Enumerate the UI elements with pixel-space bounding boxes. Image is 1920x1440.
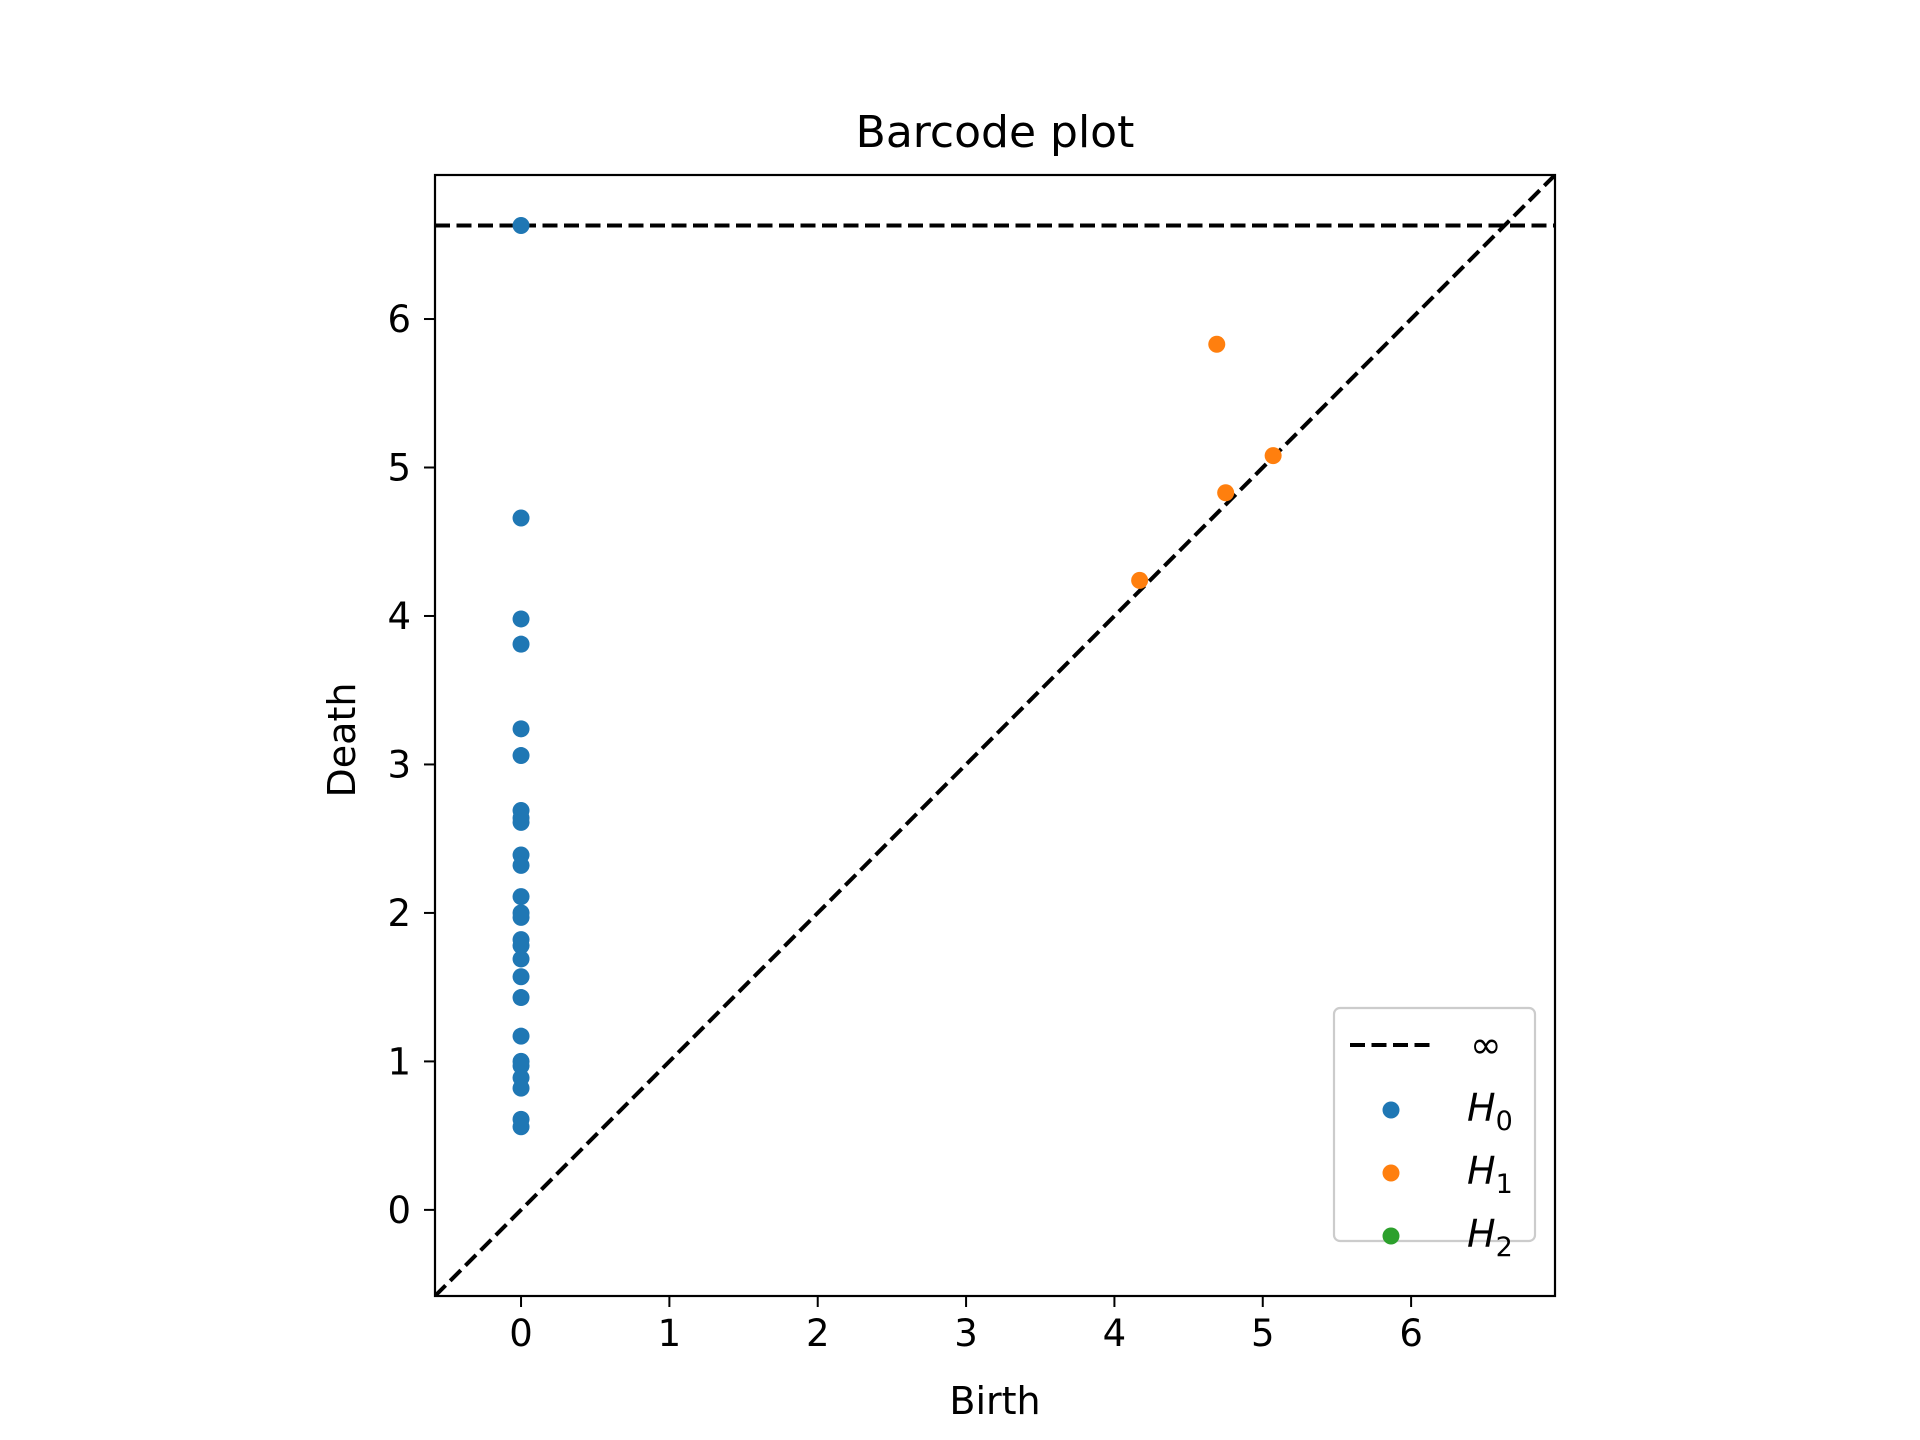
- legend-h2-marker: [1382, 1227, 1400, 1245]
- h1-point: [1131, 571, 1149, 589]
- h0-point: [512, 509, 530, 527]
- h0-point: [512, 216, 530, 234]
- h0-point: [512, 888, 530, 906]
- y-axis: 0 1 2 3 4 5 6: [387, 298, 435, 1232]
- h0-point: [512, 989, 530, 1007]
- h0-point: [512, 1118, 530, 1136]
- h0-point: [512, 937, 530, 955]
- legend-h1-marker: [1382, 1164, 1400, 1182]
- h0-point: [512, 1079, 530, 1097]
- x-tick-label: 1: [658, 1312, 682, 1355]
- h1-point: [1264, 447, 1282, 465]
- h0-point: [512, 1057, 530, 1075]
- y-tick-label: 3: [387, 743, 411, 786]
- h1-point: [1208, 335, 1226, 353]
- x-tick-label: 2: [806, 1312, 830, 1355]
- y-axis-label: Death: [320, 683, 364, 798]
- plot-area: [435, 175, 1555, 1296]
- legend-h2-label: H2: [1467, 1212, 1513, 1263]
- h1-point: [1217, 484, 1235, 502]
- x-tick-label: 4: [1103, 1312, 1127, 1355]
- h0-point: [512, 635, 530, 653]
- x-tick-label: 3: [954, 1312, 978, 1355]
- h0-point: [512, 813, 530, 831]
- h0-point: [512, 610, 530, 628]
- y-tick-label: 4: [387, 595, 411, 638]
- x-tick-label: 5: [1251, 1312, 1275, 1355]
- x-tick-label: 6: [1399, 1312, 1423, 1355]
- h0-point: [512, 720, 530, 738]
- legend-h0-label: H0: [1467, 1086, 1513, 1137]
- y-tick-label: 6: [387, 298, 411, 341]
- h0-point: [512, 950, 530, 968]
- y-tick-label: 5: [387, 446, 411, 489]
- legend-h0-marker: [1382, 1101, 1400, 1119]
- y-tick-label: 0: [387, 1189, 411, 1232]
- h0-point: [512, 1027, 530, 1045]
- diagonal-line: [435, 175, 1555, 1296]
- legend-box: [1332, 1006, 1537, 1243]
- x-axis: 0 1 2 3 4 5 6: [509, 1296, 1423, 1355]
- x-axis-label: Birth: [949, 1379, 1040, 1423]
- y-tick-label: 2: [387, 892, 411, 935]
- h0-point: [512, 968, 530, 986]
- axes-frame: [433, 173, 1557, 1298]
- h0-point: [512, 908, 530, 926]
- x-tick-label: 0: [509, 1312, 533, 1355]
- h0-point: [512, 856, 530, 874]
- legend: ∞ H0 H1 H2: [1332, 1006, 1537, 1263]
- y-tick-label: 1: [387, 1040, 411, 1083]
- legend-h1-label: H1: [1467, 1149, 1513, 1200]
- chart-title: Barcode plot: [856, 107, 1135, 158]
- legend-infinity-label: ∞: [1470, 1023, 1502, 1067]
- h0-point: [512, 747, 530, 765]
